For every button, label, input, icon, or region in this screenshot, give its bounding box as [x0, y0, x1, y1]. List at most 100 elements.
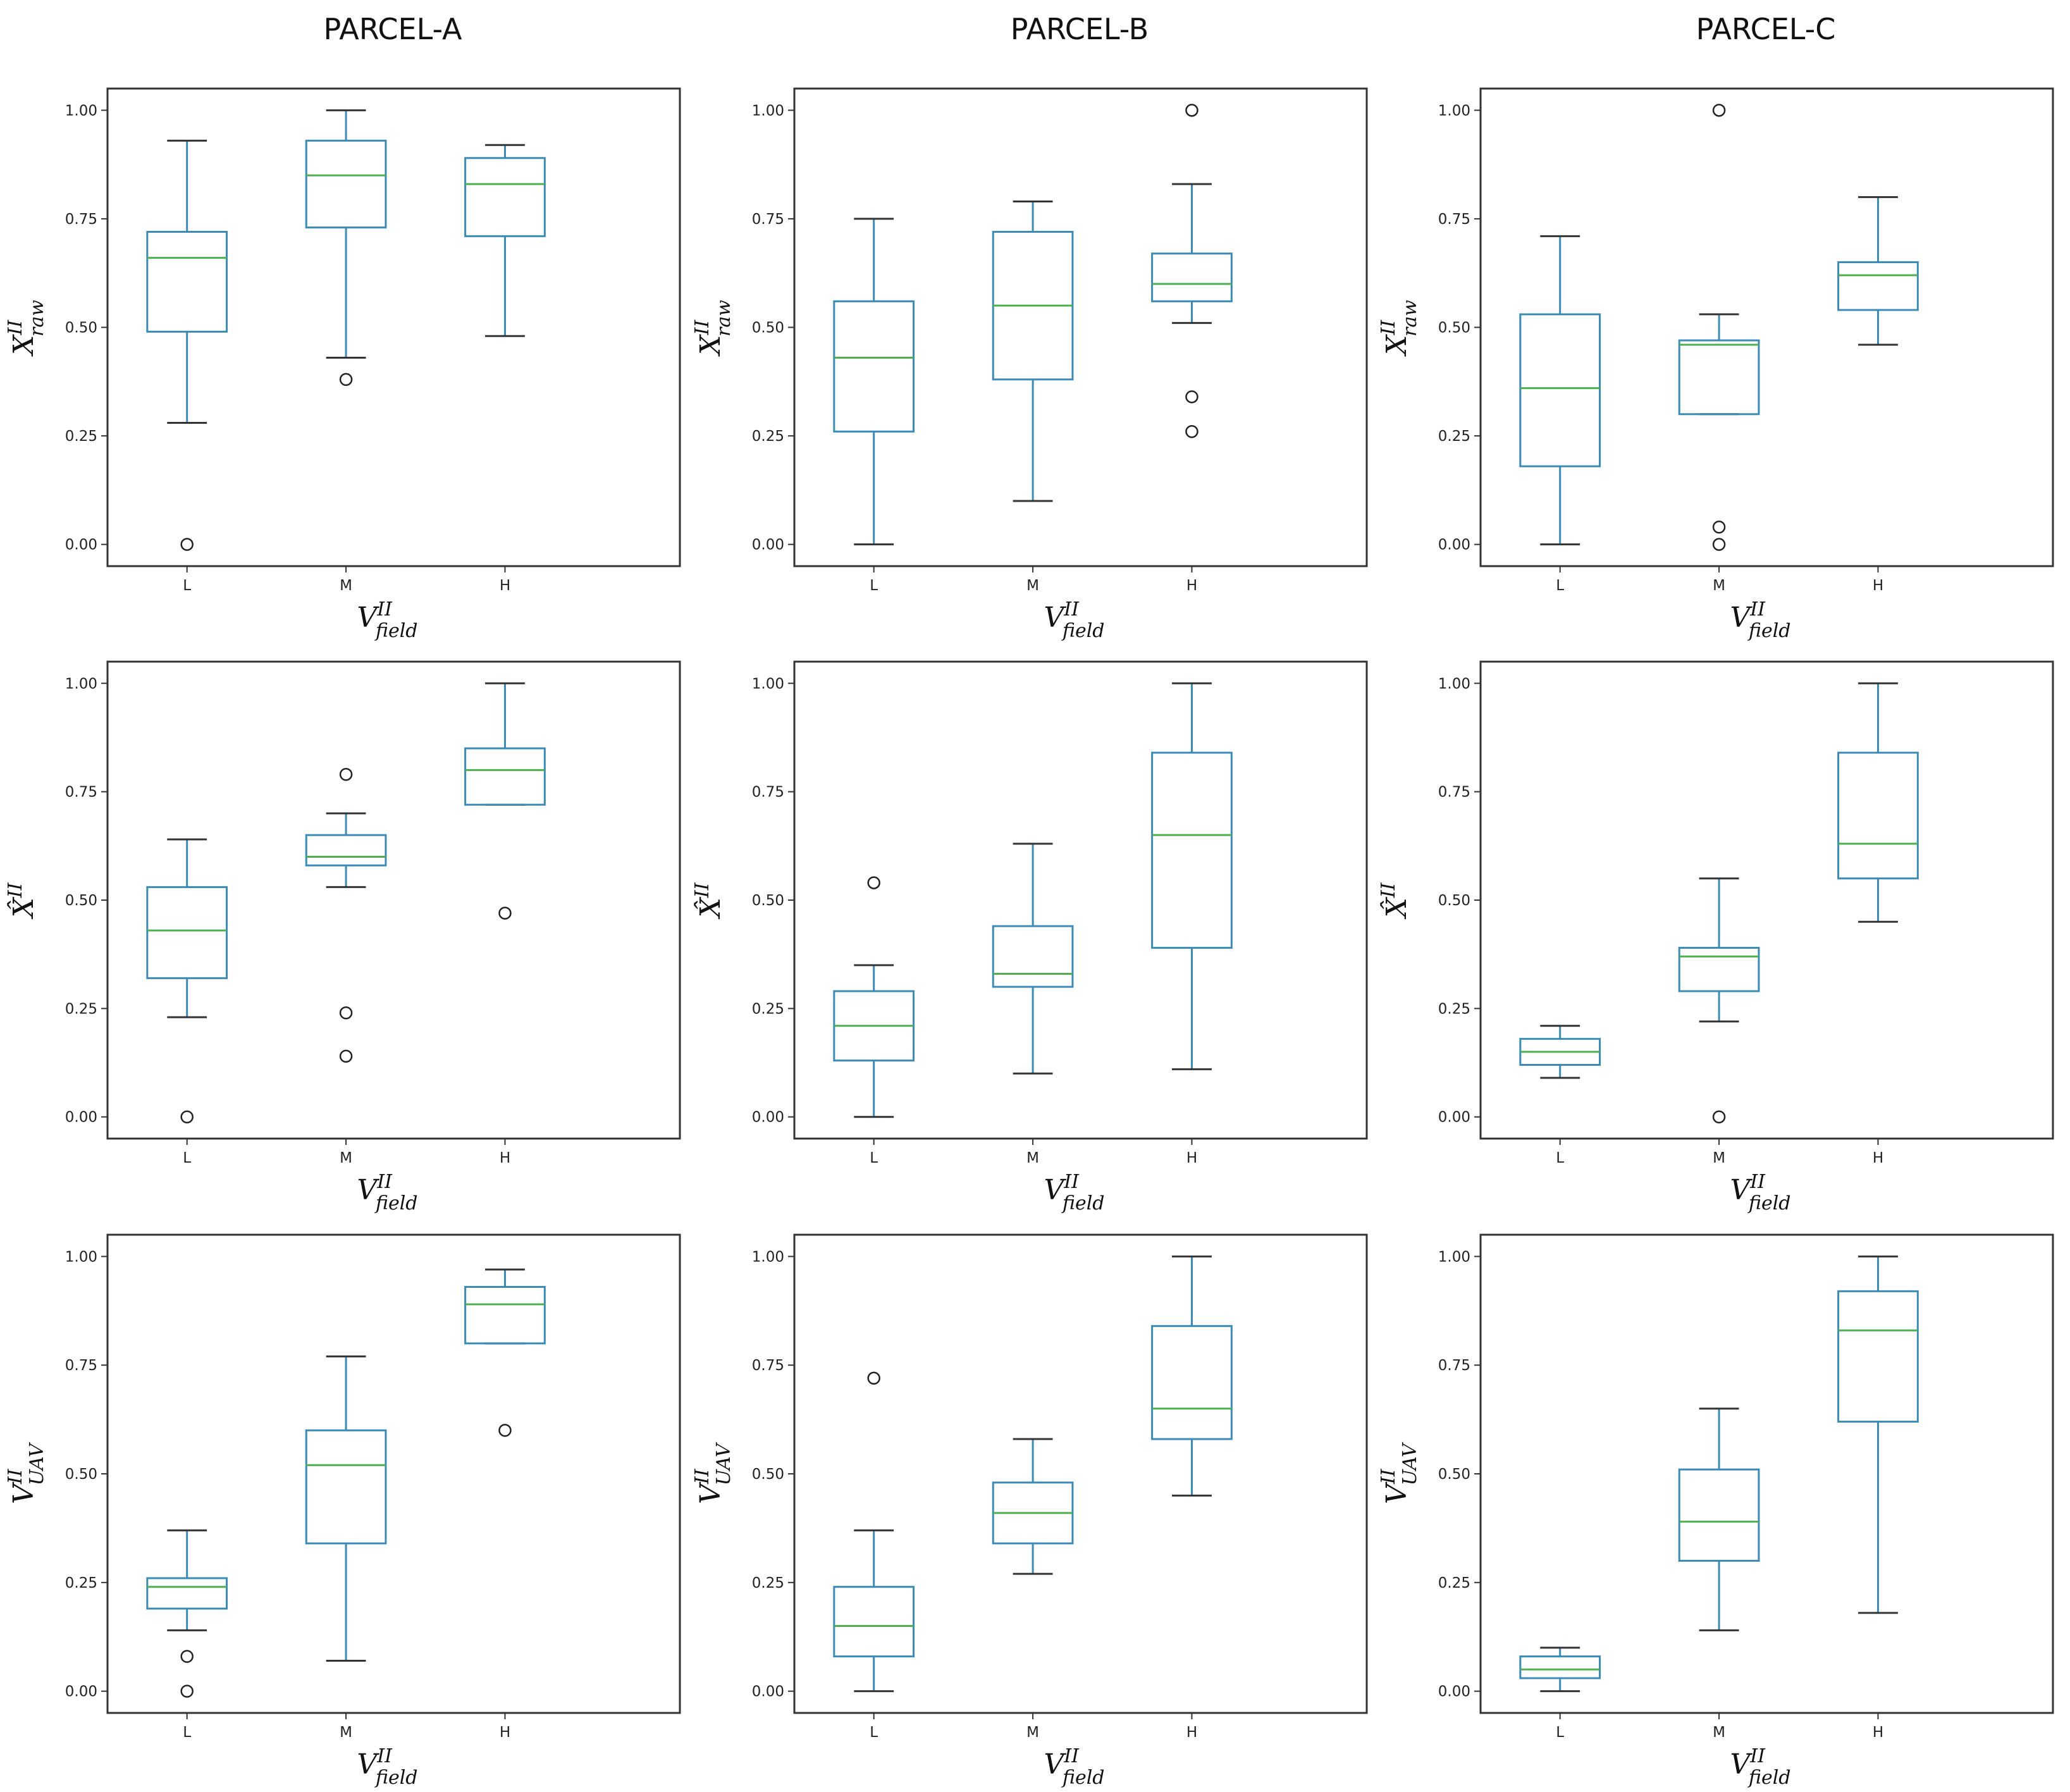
y-tick-label: 0.25 [65, 1575, 97, 1591]
box-h-body [1837, 1290, 1919, 1423]
panel-parcel-b-hat-frame [793, 660, 1368, 1140]
box-l-body [146, 231, 228, 333]
box-h [1837, 682, 1919, 923]
y-tick-label: 0.75 [1438, 784, 1470, 801]
column-title-parcel-b: PARCEL-B [1011, 12, 1149, 46]
panel-parcel-b-raw-x-axis-label-sub: field [1061, 620, 1105, 642]
panel-parcel-a-hat-x-axis-label-sup: II [376, 1171, 393, 1193]
y-tick-label: 1.00 [65, 1249, 97, 1265]
box-m [305, 767, 387, 1063]
x-tick-label-m: M [340, 1150, 352, 1166]
panel-parcel-a-hat-y-axis-label-base: X̂ [6, 897, 40, 920]
panel-parcel-b-raw-x-axis-label: VII field [1044, 598, 1104, 642]
column-title-parcel-c: PARCEL-C [1696, 12, 1836, 46]
y-tick-label: 0.00 [752, 1109, 784, 1126]
box-h-outlier [1185, 424, 1198, 438]
x-tick-label-m: M [1713, 1150, 1725, 1166]
box-l [146, 139, 228, 551]
x-tick-label-h: H [500, 578, 510, 594]
y-tick-label: 0.50 [752, 1466, 784, 1483]
box-m-outlier [1712, 538, 1726, 551]
panel-parcel-a-hat-x-axis-label-base: V [357, 1174, 379, 1206]
box-l-outlier [867, 1371, 880, 1385]
box-h [464, 144, 546, 337]
panel-parcel-a-raw-frame [106, 87, 681, 567]
y-tick-label: 1.00 [1438, 1249, 1470, 1265]
panel-parcel-b-hat-x-axis-label-sup: II [1063, 1171, 1080, 1193]
panel-parcel-a-raw-x-axis-label-base: V [357, 602, 379, 634]
y-tick-label: 0.25 [1438, 1001, 1470, 1017]
panel-parcel-a-raw-y-axis-label: XIIraw [4, 300, 48, 357]
y-tick-label: 0.50 [65, 893, 97, 909]
x-tick-label-l: L [183, 1724, 191, 1741]
box-m-outlier [339, 767, 353, 781]
box-l [833, 1371, 915, 1693]
panel-parcel-c-uav-x-axis-label-sub: field [1747, 1767, 1791, 1789]
x-tick-label-m: M [340, 1724, 352, 1741]
y-tick-label: 0.00 [65, 1109, 97, 1126]
x-tick-label-h: H [1186, 578, 1197, 594]
panel-parcel-c-raw-frame [1479, 87, 2054, 567]
panel-parcel-a-uav-frame [106, 1233, 681, 1714]
box-l-body [146, 886, 228, 979]
panel-parcel-b-uav-x-axis-label-sub: field [1061, 1767, 1105, 1789]
box-h [464, 1268, 546, 1437]
y-tick-label: 0.00 [65, 537, 97, 553]
y-tick-label: 0.75 [65, 784, 97, 801]
box-m-body [1678, 339, 1760, 416]
box-m [1678, 1407, 1760, 1631]
box-m-outlier [339, 1049, 353, 1063]
y-tick-label: 1.00 [1438, 102, 1470, 119]
panel-parcel-c-raw-x-axis-label-base: V [1730, 602, 1753, 634]
x-tick-label-h: H [1873, 578, 1883, 594]
panel-parcel-a-hat-y-axis-label-sup: II [4, 882, 27, 898]
y-tick-label: 0.00 [65, 1684, 97, 1700]
y-tick-label: 0.25 [752, 428, 784, 445]
box-h-body [1151, 1325, 1233, 1440]
y-tick-label: 0.50 [65, 320, 97, 337]
panel-parcel-c-raw-x-axis-label-sup: II [1749, 598, 1766, 621]
y-tick-label: 1.00 [65, 676, 97, 692]
panel-parcel-a-raw-y-axis-label-sub: raw [26, 300, 48, 337]
box-l-outlier [180, 1684, 194, 1698]
box-m-body [1678, 946, 1760, 992]
y-tick-label: 0.50 [1438, 893, 1470, 909]
panel-parcel-b-raw-y-axis-label-base: X [694, 334, 727, 357]
panel-parcel-c-uav-x-axis-label-base: V [1730, 1748, 1753, 1781]
y-tick-label: 0.50 [1438, 320, 1470, 337]
y-tick-label: 0.75 [752, 211, 784, 228]
box-m-body [305, 1429, 387, 1545]
box-h-body [1837, 751, 1919, 880]
panel-parcel-a-uav-x-axis-label-sup: II [376, 1745, 393, 1767]
box-m [1678, 877, 1760, 1123]
panel-parcel-c-uav-y-axis-label-sub: UAV [1399, 1442, 1421, 1486]
panel-parcel-b-raw-frame [793, 87, 1368, 567]
y-tick-label: 0.75 [65, 211, 97, 228]
panel-parcel-b-raw-x-axis-label-sup: II [1063, 598, 1080, 621]
x-tick-label-h: H [500, 1724, 510, 1741]
panel-parcel-c-hat-y-axis-label: X̂II [1377, 882, 1413, 919]
x-tick-label-m: M [1713, 578, 1725, 594]
box-l [1519, 1647, 1601, 1693]
y-tick-label: 1.00 [752, 102, 784, 119]
panel-parcel-a-uav-y-axis-label-base: V [8, 1481, 40, 1504]
box-m [992, 200, 1074, 502]
box-l-outlier [180, 1110, 194, 1123]
y-tick-label: 0.75 [752, 784, 784, 801]
box-m-body [305, 834, 387, 867]
box-l-outlier [867, 876, 880, 889]
panel-parcel-c-uav-x-axis-label: VII field [1730, 1745, 1790, 1789]
panel-parcel-b-raw-x-axis-label-base: V [1044, 602, 1066, 634]
box-l-outlier [180, 538, 194, 551]
panel-parcel-c-hat-x-axis-label: VII field [1730, 1171, 1790, 1214]
panel-parcel-a-raw-x-axis-label: VII field [357, 598, 417, 642]
y-tick-label: 0.00 [752, 1684, 784, 1700]
box-l-outlier [180, 1650, 194, 1663]
x-tick-label-l: L [1556, 1724, 1564, 1741]
